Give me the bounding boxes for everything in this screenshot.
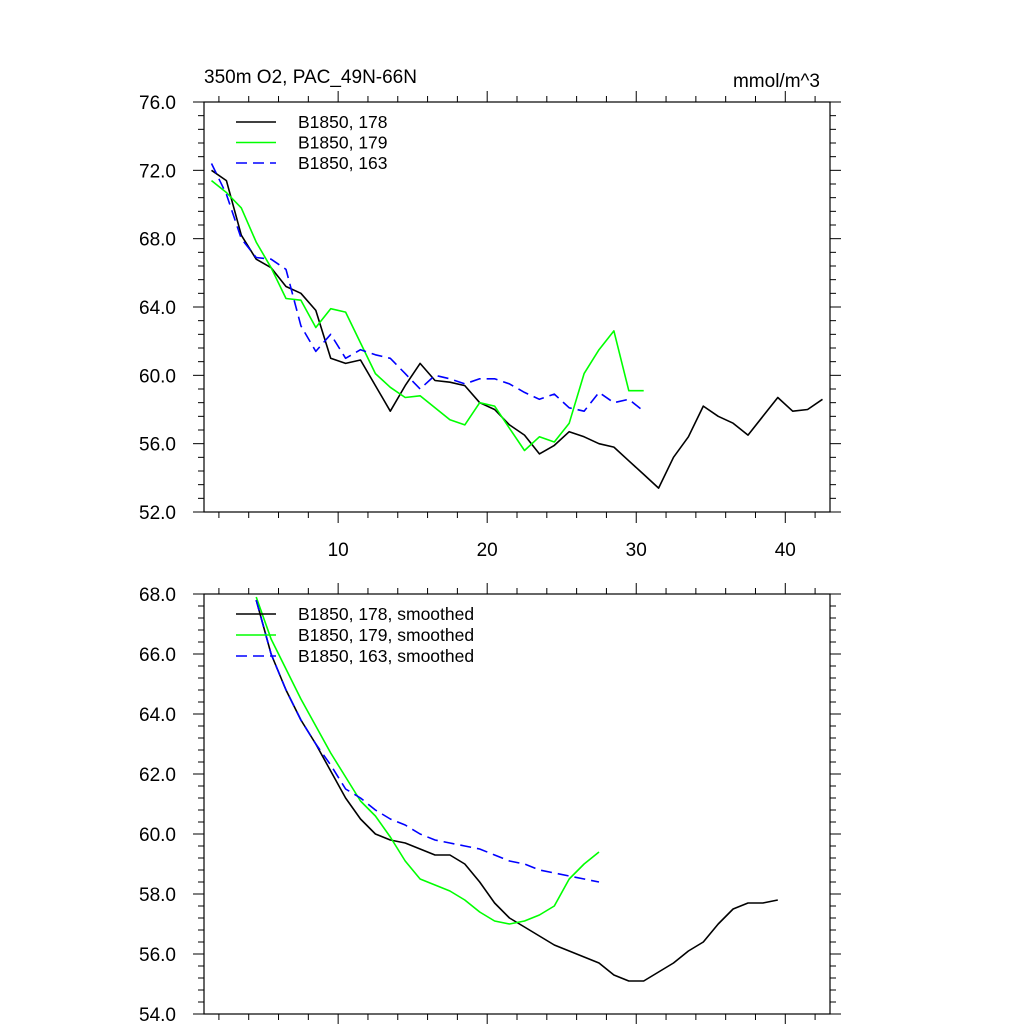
x-tick-label: 20 <box>477 540 498 561</box>
series-line-3 <box>255 599 600 883</box>
legend-label: B1850, 163, smoothed <box>298 646 474 666</box>
top-y-axis: 52.0 56.0 60.0 64.0 68.0 72.0 76.0 <box>139 93 841 524</box>
series-line-2 <box>255 596 600 925</box>
y-tick-label: 66.0 <box>139 645 176 666</box>
legend-label: B1850, 178 <box>298 112 388 132</box>
y-tick-label: 54.0 <box>139 1005 176 1024</box>
legend-label: B1850, 179, smoothed <box>298 625 474 645</box>
y-tick-label: 58.0 <box>139 885 176 906</box>
y-tick-label: 60.0 <box>139 825 176 846</box>
bottom-y-axis: 54.0 56.0 58.0 60.0 62.0 64.0 66.0 68.0 <box>139 585 841 1024</box>
y-tick-label: 76.0 <box>139 93 176 114</box>
top-plot-frame <box>203 101 831 513</box>
top-panel: 350m O2, PAC_49N-66N mmol/m^3 52.0 56.0 60… <box>139 67 841 561</box>
x-tick-label: 30 <box>626 540 647 561</box>
bottom-series <box>255 596 778 982</box>
top-series <box>210 163 823 489</box>
legend-label: B1850, 163 <box>298 153 388 173</box>
y-tick-label: 68.0 <box>139 230 176 251</box>
x-tick-label: 10 <box>328 540 349 561</box>
bottom-panel: 54.0 56.0 58.0 60.0 62.0 64.0 66.0 68.0 B1850, … <box>139 583 841 1024</box>
y-tick-label: 52.0 <box>139 503 176 524</box>
bottom-plot-frame <box>203 593 831 1015</box>
series-line-1 <box>211 169 823 489</box>
x-tick-label: 40 <box>775 540 796 561</box>
y-tick-label: 56.0 <box>139 435 176 456</box>
legend-label: B1850, 179 <box>298 133 388 153</box>
top-x-axis: 10 20 30 40 <box>218 91 816 561</box>
top-panel-title: 350m O2, PAC_49N-66N <box>204 67 417 88</box>
y-tick-label: 68.0 <box>139 585 176 606</box>
y-tick-label: 56.0 <box>139 945 176 966</box>
y-tick-label: 64.0 <box>139 705 176 726</box>
y-tick-label: 64.0 <box>139 298 176 319</box>
y-tick-label: 72.0 <box>139 161 176 182</box>
series-line-3 <box>210 163 645 413</box>
top-panel-units: mmol/m^3 <box>733 71 820 92</box>
legend-label: B1850, 178, smoothed <box>298 604 474 624</box>
series-line-2 <box>211 179 644 452</box>
bottom-x-axis <box>218 583 816 1024</box>
y-tick-label: 62.0 <box>139 765 176 786</box>
y-tick-label: 60.0 <box>139 366 176 387</box>
